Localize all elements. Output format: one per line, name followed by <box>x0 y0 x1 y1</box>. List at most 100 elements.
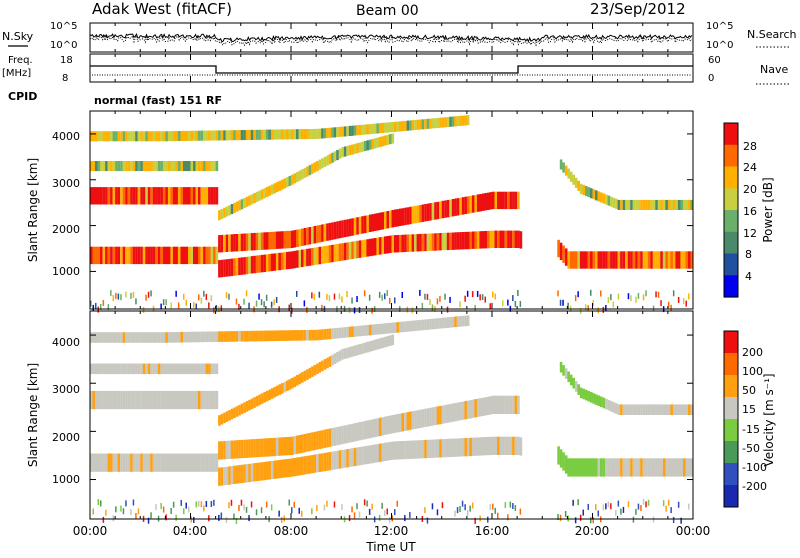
data-cell <box>137 332 141 343</box>
data-cell <box>321 224 324 242</box>
data-cell <box>615 403 618 414</box>
scatter-cell <box>265 501 268 508</box>
data-cell <box>434 406 437 426</box>
data-cell <box>597 191 601 202</box>
scatter-cell <box>512 503 514 509</box>
data-cell <box>147 187 151 205</box>
data-cell <box>280 383 284 394</box>
data-cell <box>170 390 173 410</box>
data-cell <box>436 439 440 458</box>
data-cell <box>627 404 631 415</box>
data-cell <box>233 331 236 342</box>
data-cell <box>313 128 317 139</box>
data-cell <box>275 182 279 193</box>
data-cell <box>160 363 163 375</box>
data-cell <box>228 130 231 141</box>
scatter-cell <box>439 295 441 302</box>
data-cell <box>218 210 221 221</box>
scatter-cell <box>605 503 607 510</box>
data-cell <box>328 245 332 263</box>
scatter-cell <box>607 501 610 508</box>
data-cell <box>424 319 427 330</box>
scatter-cell <box>597 307 599 314</box>
data-cell <box>132 246 136 265</box>
data-cell <box>361 325 364 336</box>
data-cell <box>278 231 281 249</box>
data-cell <box>263 188 266 199</box>
data-cell <box>597 251 601 269</box>
scatter-cell <box>248 302 250 309</box>
scatter-cell <box>200 297 203 304</box>
data-cell <box>637 458 641 477</box>
scatter-cell <box>112 295 115 302</box>
data-cell <box>439 439 442 458</box>
data-cell <box>328 356 332 367</box>
data-cell <box>125 332 128 343</box>
data-cell <box>125 187 128 205</box>
data-cell <box>220 441 224 460</box>
data-cell <box>431 407 435 426</box>
data-cell <box>401 121 405 132</box>
scatter-cell <box>172 501 175 508</box>
scatter-cell <box>512 295 514 302</box>
data-cell <box>346 326 349 338</box>
scatter-cell <box>142 307 145 313</box>
data-cell <box>235 331 239 342</box>
scatter-cell <box>630 295 632 302</box>
data-cell <box>220 413 224 425</box>
data-cell <box>389 322 392 334</box>
data-cell <box>680 404 683 415</box>
data-cell <box>172 161 176 172</box>
data-cell <box>172 453 176 472</box>
data-cell <box>414 440 417 459</box>
data-cell <box>336 426 339 446</box>
data-cell <box>283 459 287 478</box>
scatter-cell <box>394 297 396 304</box>
data-cell <box>595 458 598 477</box>
data-cell <box>439 117 442 128</box>
data-cell <box>177 332 181 343</box>
scatter-cell <box>610 503 612 510</box>
data-cell <box>399 121 402 132</box>
data-cell <box>205 390 209 410</box>
data-cell <box>162 131 166 142</box>
data-cell <box>185 246 189 265</box>
data-cell <box>454 438 457 457</box>
scatter-cell <box>419 289 421 296</box>
velocity-heatmap <box>90 315 694 524</box>
scatter-cell <box>424 507 426 514</box>
data-cell <box>461 115 465 126</box>
data-cell <box>439 201 442 219</box>
data-cell <box>459 316 462 327</box>
data-cell <box>145 390 148 410</box>
data-cell <box>291 330 294 341</box>
data-cell <box>394 322 397 333</box>
data-cell <box>115 246 118 265</box>
data-cell <box>245 330 249 342</box>
data-cell <box>243 130 246 141</box>
data-cell <box>484 397 488 416</box>
scatter-cell <box>509 501 512 508</box>
data-cell <box>301 456 304 475</box>
data-cell <box>215 246 219 265</box>
data-cell <box>409 411 412 430</box>
data-cell <box>386 122 390 133</box>
scatter-cell <box>245 506 248 513</box>
data-cell <box>326 128 329 139</box>
data-cell <box>258 129 261 140</box>
data-cell <box>378 136 382 147</box>
data-cell <box>504 436 508 455</box>
data-cell <box>120 246 123 265</box>
data-cell <box>456 438 460 457</box>
scatter-cell <box>351 506 353 513</box>
data-cell <box>208 187 211 205</box>
data-cell <box>449 116 452 127</box>
data-cell <box>152 390 156 410</box>
data-cell <box>328 222 332 241</box>
scatter-cell <box>484 296 486 303</box>
scatter-cell <box>100 304 102 310</box>
data-cell <box>135 187 138 205</box>
data-cell <box>92 332 96 343</box>
scatter-cell <box>102 516 105 523</box>
scatter-cell <box>255 509 258 516</box>
